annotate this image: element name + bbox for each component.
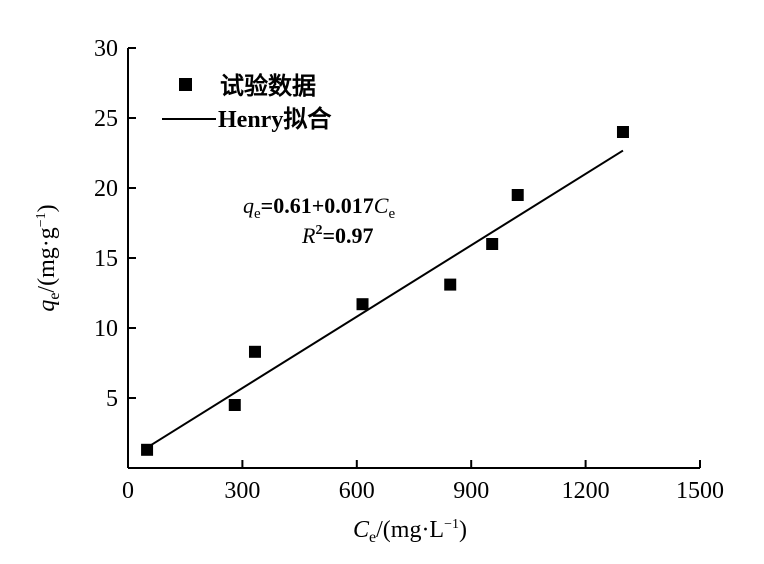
x-tick-label: 900 <box>453 478 489 504</box>
data-point <box>356 298 369 311</box>
x-tick-label: 1200 <box>562 478 610 504</box>
y-tick-label: 20 <box>94 176 118 202</box>
y-tick-label: 25 <box>94 106 118 132</box>
fit-line-group <box>146 149 624 449</box>
legend-points-label: 试验数据 <box>220 72 316 100</box>
data-point <box>616 126 629 138</box>
y-tick-label: 30 <box>94 36 118 62</box>
data-point <box>511 189 524 201</box>
x-ticks: 0 300 600 900 1200 1500 <box>122 460 724 504</box>
y-tick-label: 10 <box>94 316 118 342</box>
fit-equation: qe=0.61+0.017Ce <box>243 193 395 222</box>
legend-line-label: Henry拟合 <box>218 105 332 133</box>
henry-fit-line <box>146 149 624 449</box>
data-point <box>248 345 261 358</box>
r-squared: R2=0.97 <box>301 223 374 248</box>
x-tick-label: 300 <box>224 478 260 504</box>
points-group <box>141 126 629 456</box>
y-ticks: 5 10 15 20 25 30 <box>94 36 136 412</box>
y-axis-title: qe/(mg·g−1) <box>34 204 63 311</box>
data-point <box>486 238 499 250</box>
data-point <box>444 278 457 291</box>
data-point <box>141 443 154 456</box>
data-point <box>228 399 241 411</box>
y-tick-label: 15 <box>94 246 118 272</box>
x-tick-label: 600 <box>339 478 375 504</box>
x-tick-label: 0 <box>122 478 134 504</box>
legend: 试验数据 Henry拟合 <box>162 72 332 133</box>
x-tick-label: 1500 <box>676 478 724 504</box>
y-tick-label: 5 <box>106 386 118 412</box>
x-axis-title: Ce/(mg·L−1) <box>353 517 467 546</box>
legend-marker-square <box>179 78 192 91</box>
